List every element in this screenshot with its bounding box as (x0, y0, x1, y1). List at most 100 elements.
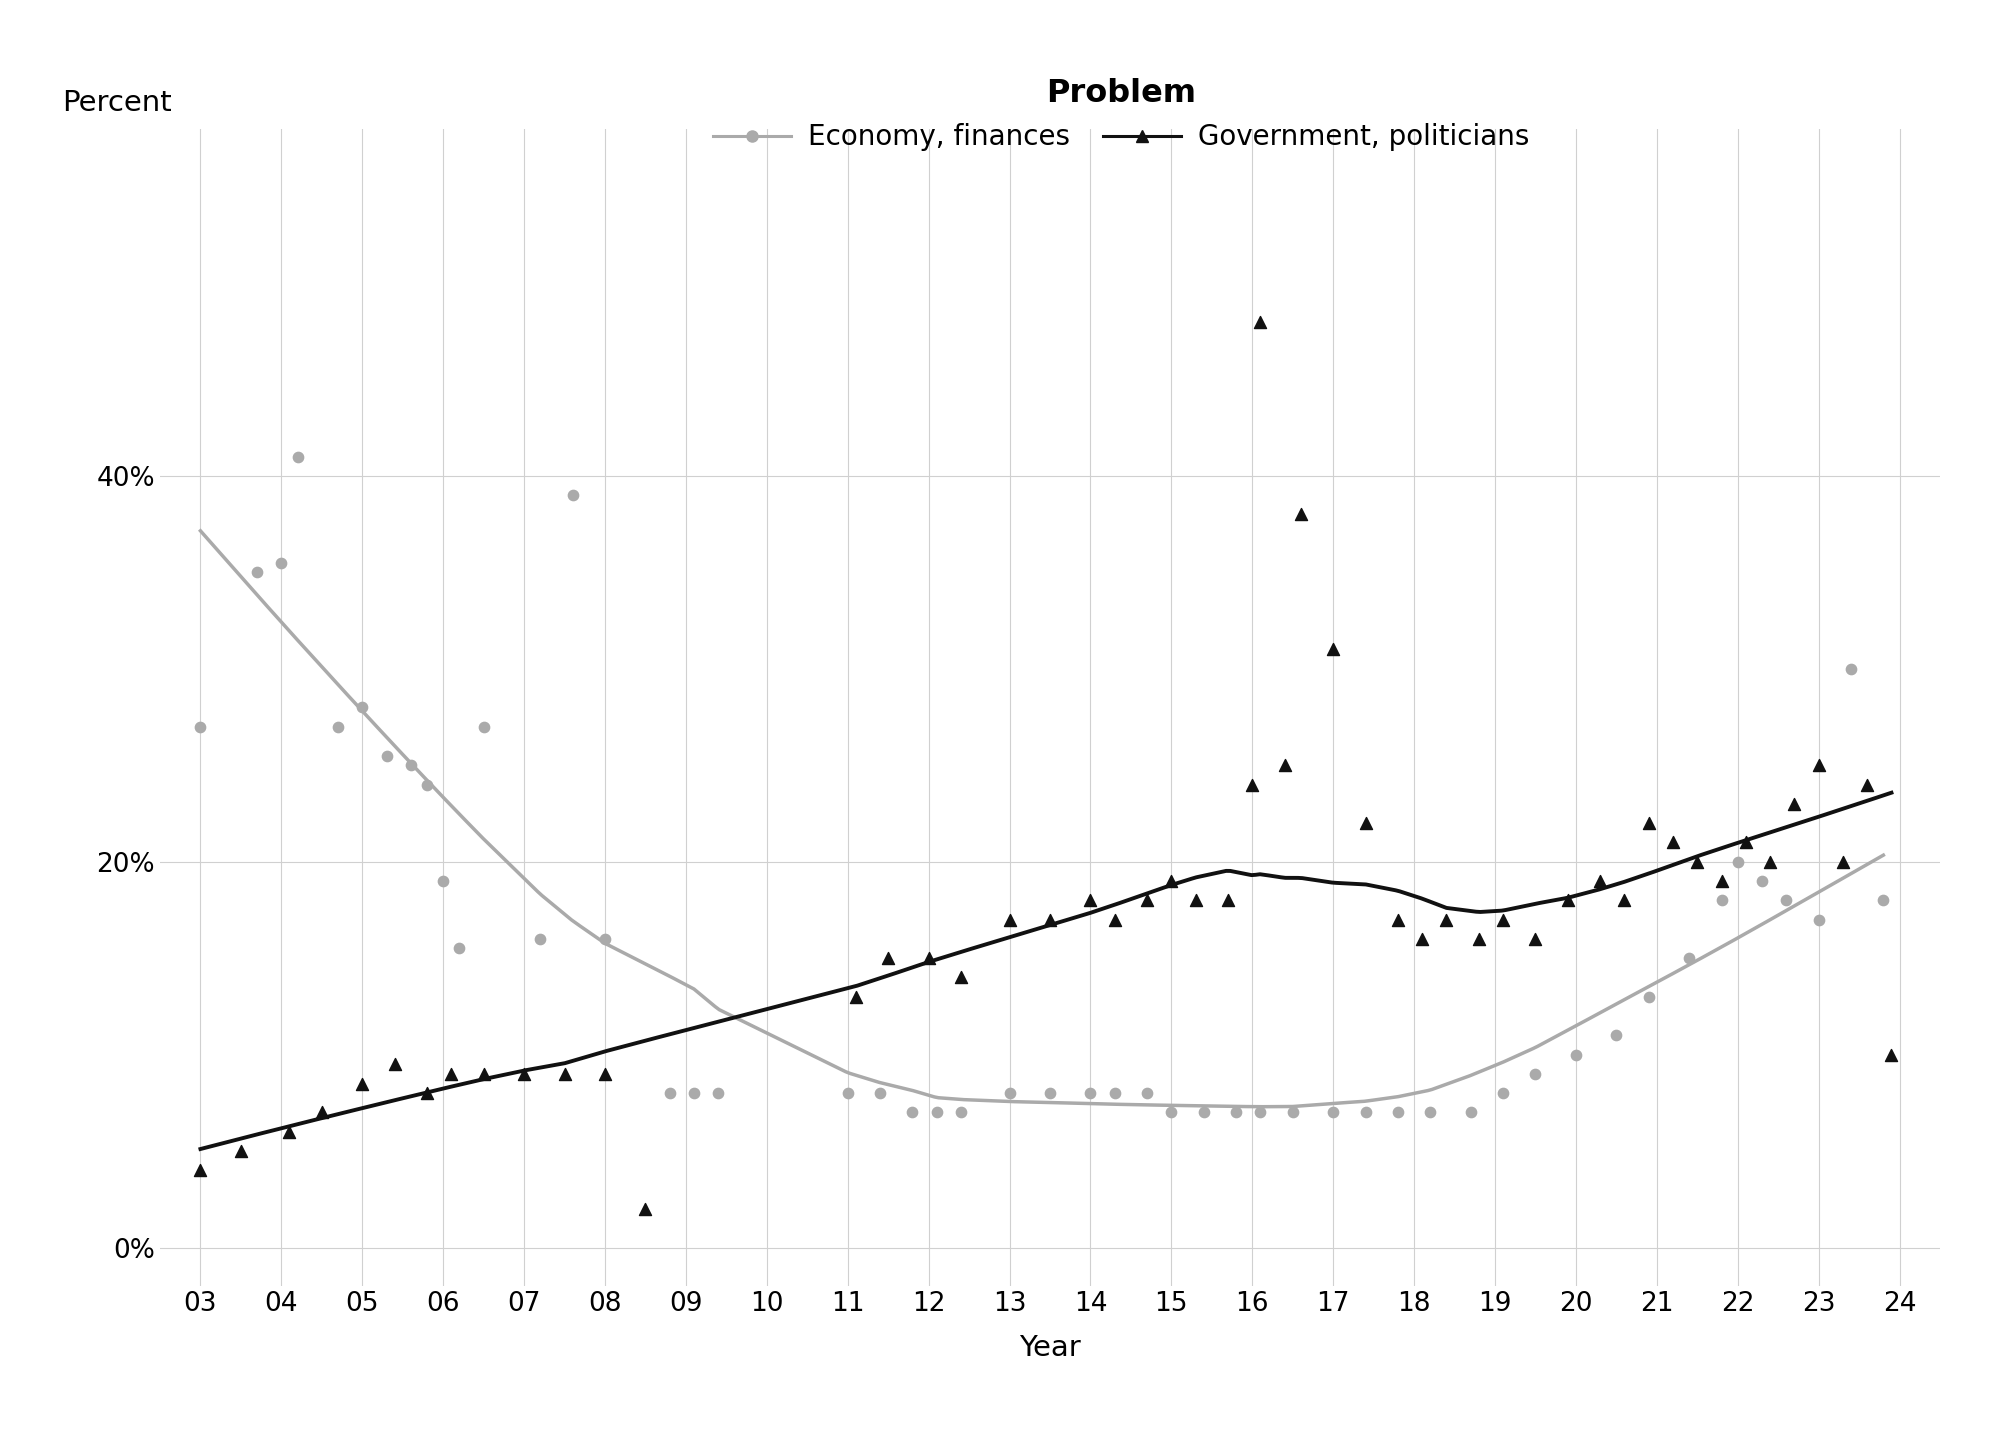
Point (184, 714, 216, 737)
Point (864, 1082, 896, 1105)
Point (378, 1053, 410, 1076)
Point (920, 1100, 952, 1123)
Point (1074, 889, 1106, 912)
X-axis label: Year: Year (1020, 1333, 1080, 1362)
Point (1236, 773, 1268, 796)
Point (1132, 889, 1164, 912)
Point (508, 1063, 540, 1086)
Point (1074, 1082, 1106, 1105)
Point (1406, 927, 1438, 950)
Legend: Economy, finances, Government, politicians: Economy, finances, Government, politicia… (702, 67, 1540, 163)
Point (1722, 850, 1754, 873)
Point (1674, 947, 1706, 970)
Point (1276, 1100, 1308, 1123)
Point (1584, 869, 1616, 892)
Point (468, 714, 500, 737)
Point (1520, 927, 1552, 950)
Point (306, 1100, 338, 1123)
Text: Percent: Percent (62, 89, 172, 117)
Point (1430, 909, 1462, 932)
Point (1852, 773, 1884, 796)
Point (548, 1063, 580, 1086)
Point (346, 1072, 378, 1095)
Point (1318, 1100, 1350, 1123)
Point (1770, 889, 1802, 912)
Point (1552, 889, 1584, 912)
Point (444, 937, 476, 960)
Point (1414, 1100, 1446, 1123)
Point (370, 745, 402, 767)
Point (1284, 503, 1316, 526)
Point (428, 869, 460, 892)
Point (1632, 986, 1664, 1009)
Point (1244, 1100, 1276, 1123)
Point (1180, 889, 1212, 912)
Point (1488, 909, 1520, 932)
Point (1656, 832, 1688, 855)
Point (588, 927, 620, 950)
Point (556, 483, 588, 506)
Point (274, 1120, 306, 1143)
Point (394, 755, 426, 777)
Point (1098, 1082, 1130, 1105)
Point (944, 1100, 976, 1123)
Point (1600, 1023, 1632, 1046)
Point (1132, 1082, 1164, 1105)
Point (282, 446, 314, 469)
Point (1868, 889, 1900, 912)
Point (1520, 1063, 1552, 1086)
Point (524, 927, 556, 950)
Point (896, 1100, 928, 1123)
Point (994, 909, 1026, 932)
Point (1462, 927, 1494, 950)
Point (412, 1082, 444, 1105)
Point (412, 773, 444, 796)
Point (832, 1082, 864, 1105)
Point (242, 560, 274, 583)
Point (1350, 1100, 1382, 1123)
Point (1682, 850, 1714, 873)
Point (1876, 1043, 1908, 1066)
Point (630, 1198, 662, 1220)
Point (1608, 889, 1640, 912)
Point (1034, 909, 1066, 932)
Point (872, 947, 904, 970)
Point (1244, 310, 1276, 333)
Point (1350, 812, 1382, 835)
Point (702, 1082, 734, 1105)
Point (436, 1063, 468, 1086)
Point (1730, 832, 1762, 855)
Point (1632, 812, 1664, 835)
Point (1268, 755, 1300, 777)
Point (912, 947, 944, 970)
Point (1382, 909, 1414, 932)
Point (1560, 1043, 1592, 1066)
Point (588, 1063, 620, 1086)
Point (1034, 1082, 1066, 1105)
Point (322, 714, 354, 737)
Point (184, 1159, 216, 1182)
Point (346, 696, 378, 719)
Point (1754, 850, 1786, 873)
Point (1706, 869, 1738, 892)
Point (1220, 1100, 1252, 1123)
Point (266, 552, 298, 574)
Point (1382, 1100, 1414, 1123)
Point (1834, 657, 1866, 680)
Point (654, 1082, 686, 1105)
Point (1746, 869, 1778, 892)
Point (1488, 1082, 1520, 1105)
Point (1156, 1100, 1188, 1123)
Point (1802, 909, 1834, 932)
Point (1318, 637, 1350, 660)
Point (1778, 792, 1810, 815)
Point (678, 1082, 710, 1105)
Point (1188, 1100, 1220, 1123)
Point (224, 1140, 256, 1163)
Point (468, 1063, 500, 1086)
Point (1454, 1100, 1486, 1123)
Point (944, 966, 976, 989)
Point (1826, 850, 1858, 873)
Point (1706, 889, 1738, 912)
Point (1156, 869, 1188, 892)
